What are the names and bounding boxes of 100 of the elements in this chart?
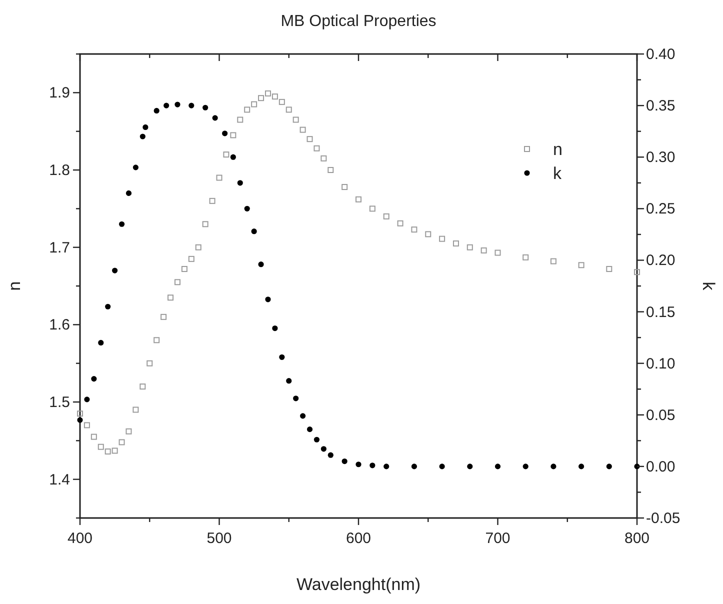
point	[522, 464, 528, 470]
point	[105, 304, 111, 310]
point	[209, 198, 216, 204]
y-tick-label: 1.7	[49, 239, 70, 256]
point	[251, 228, 257, 234]
point	[118, 221, 125, 227]
legend-label: k	[553, 164, 562, 183]
point	[237, 180, 243, 186]
point	[606, 464, 612, 470]
point	[258, 95, 264, 102]
point	[369, 206, 376, 212]
point	[411, 226, 418, 233]
point	[292, 116, 299, 123]
point	[188, 256, 194, 262]
point	[118, 439, 125, 446]
point	[272, 325, 278, 332]
point	[279, 354, 285, 360]
point	[104, 448, 111, 454]
point	[356, 196, 362, 202]
y2-tick-label: 0.25	[646, 200, 676, 218]
text: 0.10	[646, 355, 676, 372]
point	[494, 250, 501, 256]
x-tick-label: 400	[67, 530, 93, 547]
point	[265, 296, 271, 302]
point	[384, 464, 390, 470]
point	[77, 410, 83, 417]
point	[293, 396, 299, 402]
point	[112, 448, 118, 454]
y2-tick-label: 0.05	[646, 406, 676, 424]
point	[188, 102, 194, 108]
y-tick-label: 1.9	[49, 84, 70, 102]
point	[77, 417, 83, 423]
point	[425, 231, 432, 238]
point	[216, 174, 222, 181]
point	[112, 268, 118, 274]
point	[154, 337, 160, 344]
point	[314, 436, 320, 442]
point	[90, 434, 97, 440]
point	[328, 452, 334, 458]
point	[356, 462, 362, 468]
text: 0.40	[646, 46, 676, 63]
text: 0.30	[646, 149, 676, 166]
y-axis-title: n	[5, 281, 24, 291]
point	[84, 422, 90, 428]
point	[202, 104, 208, 110]
point	[272, 94, 278, 100]
point	[550, 258, 556, 264]
chart-title: MB Optical Properties	[280, 13, 436, 30]
point	[550, 464, 556, 470]
point	[278, 98, 285, 105]
point	[383, 213, 390, 220]
point	[578, 464, 584, 470]
y-tick-label: 1.6	[49, 316, 70, 334]
point	[132, 406, 139, 413]
text: 0.20	[646, 252, 676, 270]
point	[264, 90, 271, 96]
point	[578, 262, 584, 268]
point	[320, 155, 327, 162]
x-tick-label: 600	[346, 530, 372, 547]
point	[230, 132, 236, 138]
legend-label: n	[553, 140, 562, 159]
point	[223, 152, 230, 158]
y2-tick-label: 0.15	[646, 304, 676, 321]
point	[174, 102, 180, 108]
point	[452, 240, 459, 246]
point	[142, 124, 148, 130]
point	[314, 145, 320, 152]
point	[439, 464, 445, 470]
point	[306, 136, 313, 142]
point	[244, 206, 250, 212]
point	[397, 220, 404, 226]
point	[411, 464, 417, 470]
point	[140, 384, 146, 390]
point	[160, 314, 167, 320]
point	[168, 294, 174, 301]
point	[320, 446, 326, 452]
point	[164, 102, 170, 108]
point	[84, 396, 90, 402]
y-tick-label: 1.4	[49, 471, 70, 488]
point	[606, 266, 612, 272]
x-axis-title: Wavelenght(nm)	[296, 575, 421, 594]
point	[522, 254, 529, 260]
point	[328, 167, 334, 173]
y2-axis-title: k	[699, 282, 718, 291]
x-tick-label: 800	[624, 530, 650, 547]
y-tick-label: 1.8	[49, 162, 70, 179]
point	[91, 376, 97, 382]
point	[98, 340, 104, 346]
point	[126, 428, 132, 434]
point	[154, 108, 160, 114]
point	[146, 360, 153, 366]
point	[467, 464, 473, 470]
point	[286, 378, 292, 384]
y-tick-label: 1.5	[49, 394, 70, 411]
point	[126, 190, 132, 196]
point	[286, 106, 292, 113]
point	[251, 101, 258, 108]
point	[342, 458, 348, 464]
point	[439, 236, 446, 242]
point	[300, 126, 306, 133]
